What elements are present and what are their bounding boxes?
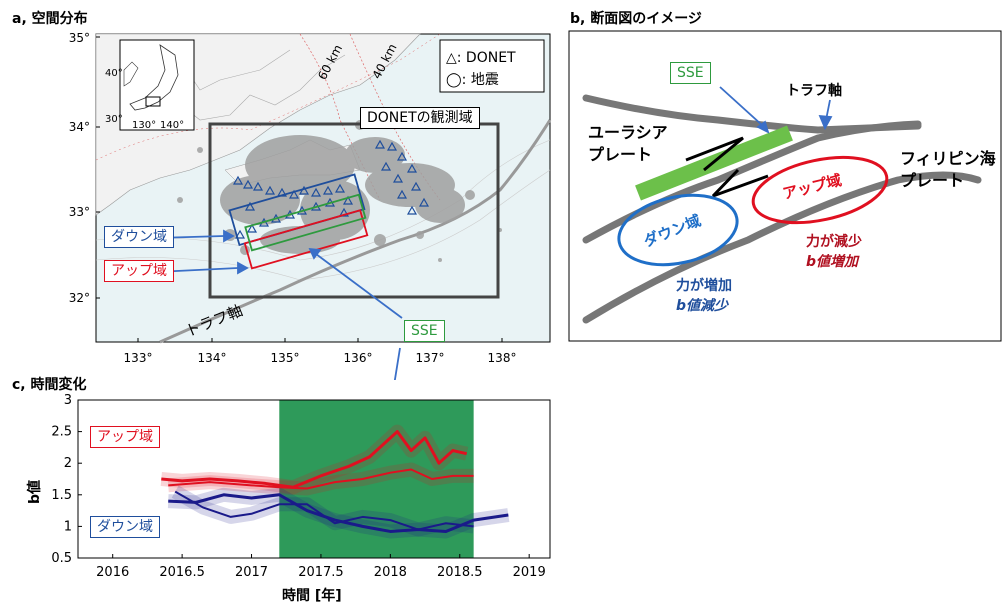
donet-observation-area bbox=[208, 122, 500, 299]
slip-zigzag bbox=[685, 136, 744, 172]
y-tick-label: 2.5 bbox=[51, 425, 72, 440]
svg-text:130°: 130° bbox=[132, 120, 156, 131]
x-tick-label: 2016 bbox=[96, 565, 129, 580]
down-effect-text: 力が増加 b値減少 bbox=[676, 278, 732, 314]
down-region-ellipse bbox=[617, 193, 739, 267]
chart-xlabel: 時間 [年] bbox=[282, 588, 342, 604]
up-region-box bbox=[243, 209, 369, 270]
panel-b-diagram bbox=[568, 30, 1002, 342]
legend-donet: △: DONET bbox=[446, 50, 516, 66]
svg-text:134°: 134° bbox=[198, 351, 227, 365]
b-value-time-chart: 0.5 1 1.5 2 2.5 3 2016 2016.5 2017 2017.5 2018 2018… bbox=[51, 393, 551, 580]
svg-text:34°: 34° bbox=[69, 120, 90, 134]
chart-ylabel: b値 bbox=[27, 479, 44, 505]
y-tick-label: 3 bbox=[64, 393, 72, 408]
svg-text:140°: 140° bbox=[160, 120, 184, 131]
trough-axis-label-b: トラフ軸 bbox=[786, 83, 842, 99]
map-legend: △: DONET ◯: 地震 bbox=[439, 39, 545, 93]
svg-text:40°: 40° bbox=[105, 68, 123, 79]
sse-region-box bbox=[244, 193, 367, 252]
obs-area-label: DONETの観測域 bbox=[360, 107, 480, 129]
y-tick-label: 2 bbox=[64, 456, 72, 471]
panel-c-title: c, 時間変化 bbox=[12, 377, 87, 393]
map-y-ticks: 35° 34° 33° 32° bbox=[69, 31, 90, 305]
sse-label-a: SSE bbox=[404, 320, 445, 342]
series-line-1 bbox=[168, 468, 474, 490]
panel-b-title: b, 断面図のイメージ bbox=[570, 11, 702, 27]
svg-text:135°: 135° bbox=[271, 351, 300, 365]
panel-a-title: a, 空間分布 bbox=[12, 11, 88, 27]
x-tick-label: 2017.5 bbox=[298, 565, 344, 580]
legend-quake: ◯: 地震 bbox=[446, 72, 499, 88]
eurasia-plate-label: ユーラシア プレート bbox=[588, 123, 668, 164]
svg-text:137°: 137° bbox=[416, 351, 445, 365]
up-effect-text: 力が減少 b値増加 bbox=[806, 234, 862, 270]
map-x-ticks: 133° 134° 135° 136° 137° 138° bbox=[124, 351, 517, 365]
svg-text:35°: 35° bbox=[69, 31, 90, 45]
series-line-2 bbox=[168, 493, 509, 533]
donet-stations bbox=[232, 139, 430, 239]
sse-label-b: SSE bbox=[670, 62, 711, 84]
up-region-label: アップ域 bbox=[104, 260, 174, 282]
svg-text:32°: 32° bbox=[69, 291, 90, 305]
earthquake-cloud bbox=[177, 120, 502, 262]
trough-axis-line bbox=[159, 119, 552, 344]
inset-study-area bbox=[145, 96, 161, 107]
svg-text:138°: 138° bbox=[488, 351, 517, 365]
x-tick-label: 2018 bbox=[374, 565, 407, 580]
svg-text:33°: 33° bbox=[69, 205, 90, 219]
philippine-plate-label: フィリピン海 プレート bbox=[900, 149, 996, 190]
y-tick-label: 0.5 bbox=[51, 551, 72, 566]
inset-map: 40° 30° 130° 140° bbox=[105, 39, 195, 131]
down-region-label: ダウン域 bbox=[104, 226, 174, 248]
x-tick-label: 2016.5 bbox=[159, 565, 205, 580]
x-tick-label: 2019 bbox=[513, 565, 546, 580]
svg-text:136°: 136° bbox=[344, 351, 373, 365]
up-region-ellipse bbox=[751, 155, 889, 225]
x-tick-label: 2018.5 bbox=[437, 565, 483, 580]
y-tick-label: 1 bbox=[64, 519, 72, 534]
svg-text:30°: 30° bbox=[105, 114, 123, 125]
series-line-3 bbox=[174, 490, 474, 531]
chart-frame bbox=[77, 399, 551, 559]
chart-down-label: ダウン域 bbox=[90, 516, 160, 538]
panel-a-map: 60 km 40 km 35° 34° 33° 32° 133° 134° 13… bbox=[69, 31, 552, 380]
y-tick-label: 1.5 bbox=[51, 488, 72, 503]
series-line-0 bbox=[161, 430, 468, 489]
svg-text:133°: 133° bbox=[124, 351, 153, 365]
chart-up-label: アップ域 bbox=[90, 426, 160, 448]
x-tick-label: 2017 bbox=[235, 565, 268, 580]
